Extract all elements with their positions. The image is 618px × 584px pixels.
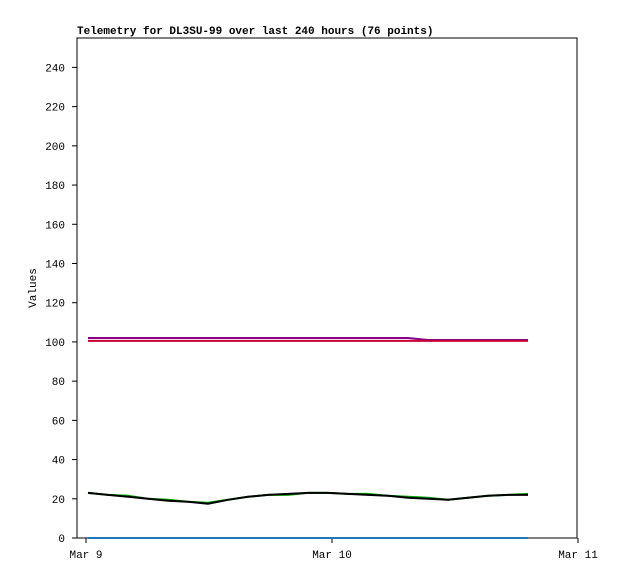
y-tick-label: 20 <box>52 495 65 507</box>
x-tick-label: Mar 11 <box>558 550 598 562</box>
series-line <box>88 337 528 341</box>
y-tick-label: 140 <box>45 259 65 271</box>
y-tick-label: 200 <box>45 142 65 154</box>
x-tick-label: Mar 9 <box>69 550 102 562</box>
y-tick-label: 0 <box>58 534 65 546</box>
y-tick-label: 40 <box>52 456 65 468</box>
y-tick-label: 220 <box>45 103 65 115</box>
plot-frame <box>76 37 578 539</box>
x-tick-label: Mar 10 <box>312 550 352 562</box>
y-tick-label: 80 <box>52 377 65 389</box>
y-tick-label: 100 <box>45 338 65 350</box>
y-tick-label: 180 <box>45 181 65 193</box>
y-tick-label: 240 <box>45 63 65 75</box>
y-axis-label: Values <box>28 268 40 308</box>
series-line <box>87 491 528 505</box>
y-tick-label: 120 <box>45 299 65 311</box>
y-tick-label: 60 <box>52 416 65 428</box>
chart-title: Telemetry for DL3SU-99 over last 240 hou… <box>77 26 433 38</box>
y-tick-label: 160 <box>45 220 65 232</box>
